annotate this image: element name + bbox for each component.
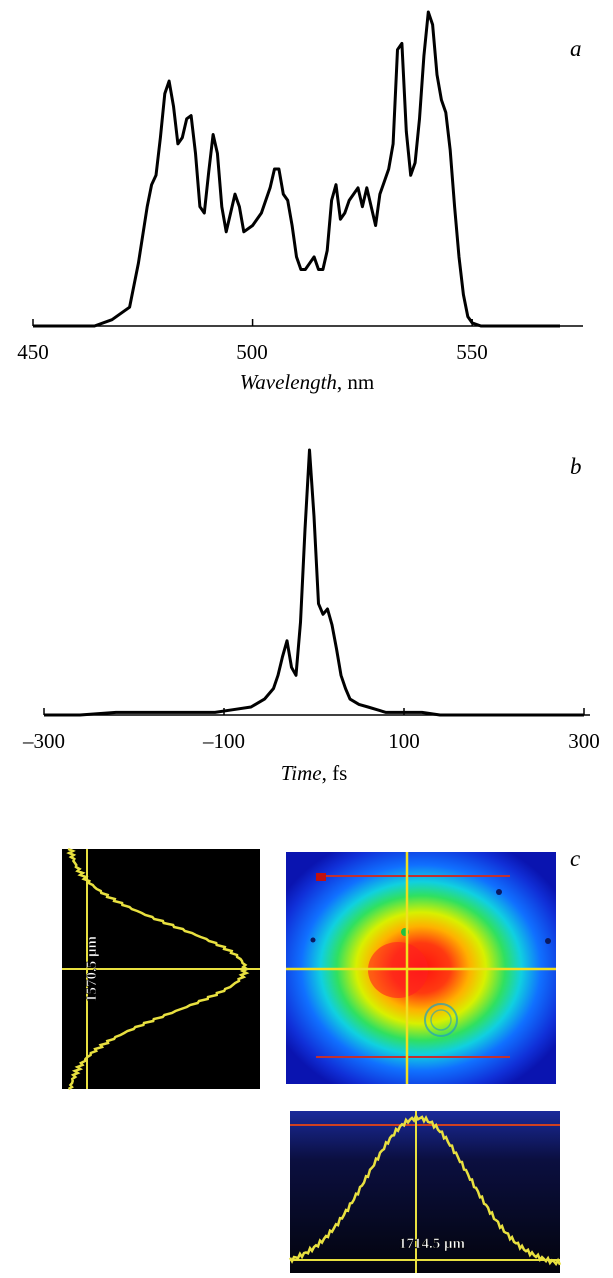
chart-b-x-axis-title: Time, fs: [281, 761, 348, 785]
chart-b-tick-label-300: 300: [568, 729, 600, 753]
chart-b-tick-label-100: 100: [388, 729, 420, 753]
chart-a-x-axis-title: Wavelength, nm: [240, 370, 375, 394]
beam-image: [286, 852, 556, 1084]
panel-label-c: c: [570, 846, 580, 871]
chart-a-series-line: [33, 10, 560, 328]
vertical-profile-image: 1570.5 μm: [62, 847, 260, 1091]
vertical-profile-curve: [66, 847, 250, 1091]
horizontal-profile-curve: [288, 1113, 562, 1267]
chart-b-x-axis-title-unit: , fs: [322, 761, 348, 785]
chart-a-tick-label-550: 550: [456, 340, 488, 364]
chart-a: 450 500 550 Wavelength, nm a: [17, 10, 583, 394]
chart-a-x-axis-title-name: Wavelength: [240, 370, 337, 394]
chart-b-series-line: [44, 448, 584, 717]
vertical-profile-label: 1570.5 μm: [84, 935, 100, 1002]
chart-a-tick-label-450: 450: [17, 340, 49, 364]
panel-label-b: b: [570, 454, 582, 479]
horizontal-profile-image: 1714.5 μm: [288, 1111, 562, 1273]
chart-b: –300 –100 100 300 Time, fs b: [22, 448, 600, 785]
chart-b-tick-label-neg100: –100: [202, 729, 245, 753]
panel-label-a: a: [570, 36, 582, 61]
chart-b-x-axis-title-name: Time: [281, 761, 322, 785]
horizontal-profile-label: 1714.5 μm: [399, 1236, 466, 1252]
chart-a-tick-label-500: 500: [236, 340, 268, 364]
chart-b-tick-label-neg300: –300: [22, 729, 65, 753]
chart-a-x-axis-title-unit: , nm: [337, 370, 374, 394]
